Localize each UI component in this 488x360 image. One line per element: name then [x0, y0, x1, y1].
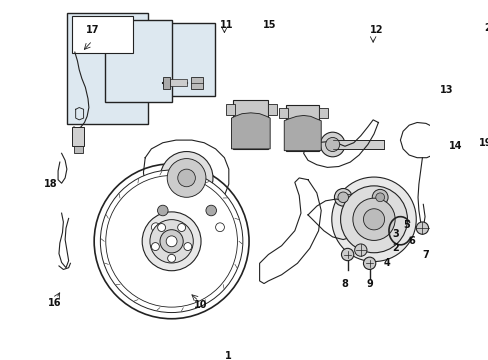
Circle shape [340, 186, 407, 253]
Bar [152, 23, 215, 95]
Bar [191, 77, 203, 89]
Circle shape [215, 223, 224, 231]
Circle shape [337, 192, 348, 203]
Circle shape [205, 205, 216, 216]
Bar [72, 16, 133, 53]
Bar [72, 127, 84, 146]
Text: 16: 16 [48, 298, 61, 308]
Circle shape [151, 223, 160, 231]
Circle shape [167, 255, 175, 262]
Text: 19: 19 [478, 138, 488, 148]
Circle shape [166, 236, 177, 247]
Circle shape [331, 177, 415, 262]
Text: 15: 15 [263, 20, 276, 30]
Circle shape [375, 193, 384, 202]
Circle shape [320, 132, 344, 157]
Bar [343, 194, 379, 201]
Circle shape [352, 198, 394, 240]
Text: 14: 14 [448, 141, 462, 151]
Text: 8: 8 [341, 279, 348, 289]
Text: 12: 12 [369, 25, 383, 35]
Circle shape [105, 175, 237, 307]
Bar [285, 105, 319, 150]
Bar [268, 104, 277, 114]
Text: 10: 10 [194, 300, 207, 310]
Bar [66, 13, 148, 124]
Bar [74, 146, 82, 153]
Circle shape [160, 230, 183, 253]
Circle shape [415, 222, 427, 234]
Bar [105, 19, 172, 102]
Circle shape [486, 41, 488, 54]
Circle shape [150, 220, 193, 263]
Circle shape [157, 224, 165, 231]
Text: 18: 18 [44, 179, 58, 189]
Text: 9: 9 [366, 279, 372, 289]
Text: 20: 20 [483, 23, 488, 33]
Circle shape [334, 189, 351, 206]
Bar [233, 100, 268, 149]
Circle shape [167, 158, 205, 197]
Circle shape [160, 152, 213, 204]
Circle shape [363, 209, 384, 230]
Bar [142, 219, 169, 235]
Polygon shape [284, 116, 321, 150]
Circle shape [325, 138, 339, 152]
Circle shape [151, 243, 159, 251]
Text: 11: 11 [220, 20, 233, 30]
Polygon shape [231, 113, 270, 149]
Bar [319, 108, 327, 118]
Text: 17: 17 [85, 25, 99, 35]
Circle shape [100, 170, 243, 312]
Bar [226, 104, 235, 114]
Text: 6: 6 [407, 236, 414, 246]
Circle shape [183, 243, 191, 251]
Circle shape [341, 248, 353, 261]
Circle shape [177, 224, 185, 231]
Circle shape [178, 169, 195, 187]
Text: 5: 5 [403, 220, 409, 230]
Circle shape [157, 205, 168, 216]
Bar [163, 79, 187, 86]
Text: 7: 7 [422, 249, 428, 260]
Text: 13: 13 [439, 85, 453, 95]
Text: 1: 1 [225, 351, 232, 360]
Text: 2: 2 [392, 243, 399, 253]
Text: 3: 3 [392, 229, 399, 239]
Circle shape [142, 212, 201, 271]
Text: 4: 4 [383, 258, 390, 268]
Circle shape [354, 244, 366, 256]
Bar [332, 140, 383, 149]
Bar [279, 108, 287, 118]
Circle shape [94, 164, 248, 319]
Bar [206, 219, 233, 235]
Bar [163, 77, 169, 89]
Circle shape [371, 189, 387, 205]
Circle shape [363, 257, 375, 270]
